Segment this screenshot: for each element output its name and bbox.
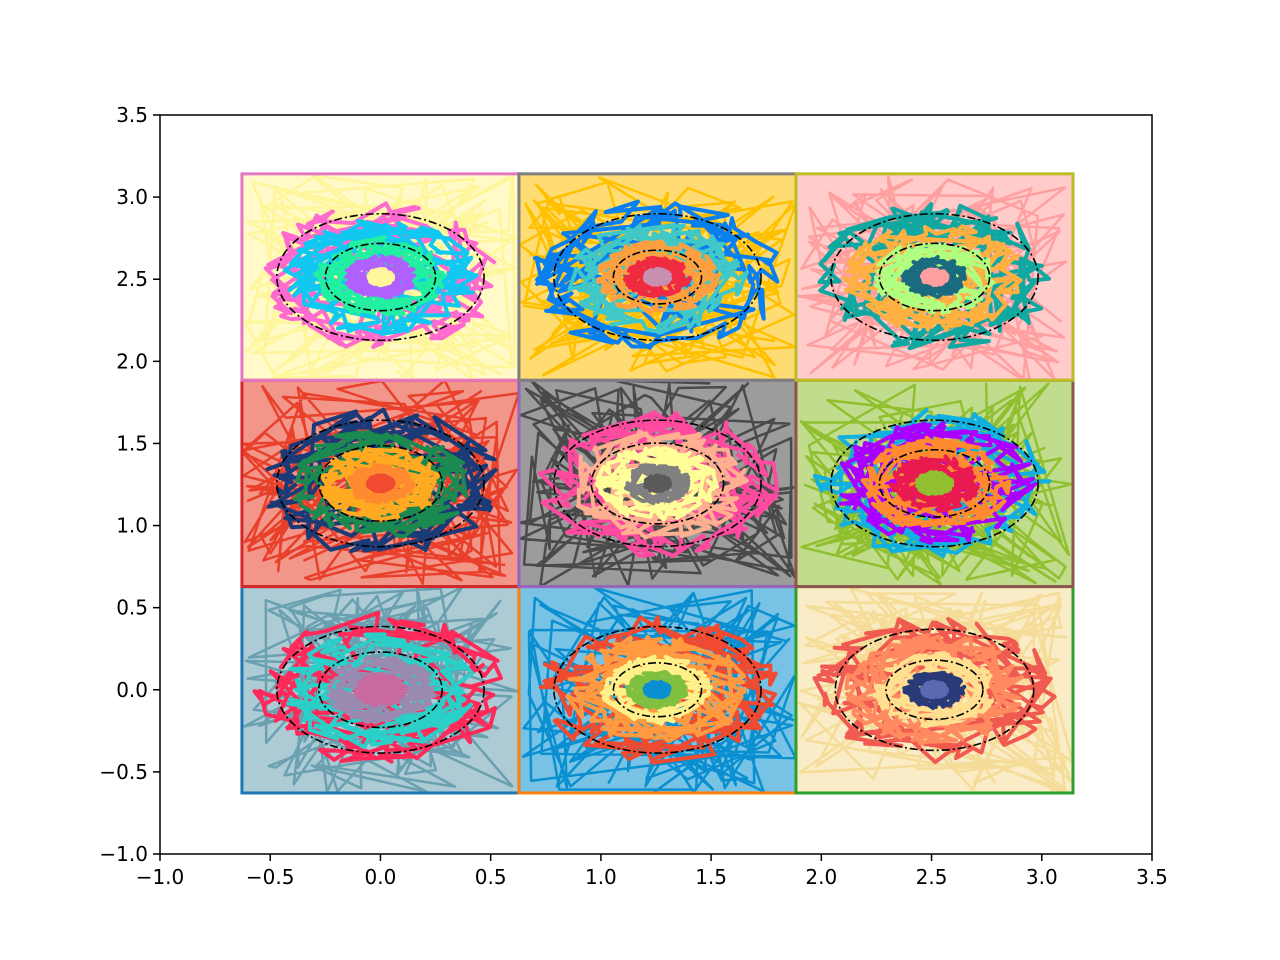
dashed-reference-ring bbox=[612, 249, 703, 305]
ring-series bbox=[844, 633, 1025, 746]
dashed-reference-ring bbox=[878, 242, 991, 312]
ring-series bbox=[538, 615, 778, 765]
cell-1-0 bbox=[240, 378, 521, 589]
ring-series bbox=[872, 651, 995, 729]
cell-border bbox=[794, 172, 1075, 382]
dashed-reference-ring bbox=[317, 651, 443, 729]
dashed-reference-ring bbox=[553, 212, 762, 342]
ring-series bbox=[902, 670, 967, 710]
x-axis: −1.0 −0.5 0.0 0.5 1.0 1.5 2.0 2.5 3.0 3.5 bbox=[136, 854, 1168, 889]
ring-series bbox=[366, 267, 396, 288]
y-tick-label: 3.0 bbox=[116, 185, 148, 209]
x-tick-label: 0.0 bbox=[365, 865, 397, 889]
y-axis: −1.0 −0.5 0.0 0.5 1.0 1.5 2.0 2.5 3.0 3.5 bbox=[99, 103, 160, 866]
axes-frame bbox=[159, 114, 1153, 855]
ring-series bbox=[286, 632, 475, 750]
cell-1-2 bbox=[794, 378, 1075, 589]
dashed-reference-ring bbox=[612, 662, 703, 718]
dashed-reference-ring bbox=[276, 212, 485, 342]
ring-series bbox=[874, 242, 996, 315]
x-tick-label: 1.5 bbox=[695, 865, 727, 889]
ring-series bbox=[265, 407, 498, 554]
ring-series bbox=[888, 454, 980, 513]
x-tick-label: 2.5 bbox=[916, 865, 948, 889]
y-tick-label: −1.0 bbox=[99, 842, 148, 866]
dashed-reference-ring bbox=[317, 444, 443, 522]
y-tick-label: 2.0 bbox=[116, 349, 148, 373]
ring-series bbox=[919, 267, 950, 288]
dashed-reference-ring bbox=[590, 442, 725, 525]
ring-series bbox=[643, 473, 672, 494]
ring-series bbox=[365, 473, 396, 494]
x-tick-label: 2.0 bbox=[805, 865, 837, 889]
ring-series bbox=[623, 463, 691, 506]
cell-2-0 bbox=[240, 172, 521, 382]
y-tick-label: 1.0 bbox=[116, 514, 148, 538]
cell-0-1 bbox=[517, 585, 798, 795]
ring-series bbox=[596, 239, 721, 316]
ring-series bbox=[354, 672, 408, 707]
dashed-reference-ring bbox=[834, 628, 1035, 752]
ring-series bbox=[537, 410, 780, 559]
y-tick-label: 3.5 bbox=[116, 103, 148, 127]
y-tick-label: 0.0 bbox=[116, 678, 148, 702]
cell-0-0 bbox=[240, 585, 521, 795]
ring-series bbox=[344, 254, 416, 300]
ring-series bbox=[642, 266, 673, 287]
dashed-reference-ring bbox=[878, 448, 991, 518]
plot-area bbox=[240, 172, 1075, 795]
ring-series bbox=[900, 255, 967, 299]
ring-series bbox=[595, 445, 720, 522]
x-tick-label: 3.5 bbox=[1136, 865, 1168, 889]
cell-1-1 bbox=[517, 378, 798, 589]
dashed-reference-ring bbox=[553, 625, 762, 754]
x-tick-label: −1.0 bbox=[136, 865, 185, 889]
y-tick-label: 1.5 bbox=[116, 431, 148, 455]
dashed-reference-ring bbox=[885, 659, 984, 721]
x-tick-label: −0.5 bbox=[246, 865, 295, 889]
x-tick-label: 1.0 bbox=[585, 865, 617, 889]
dashed-reference-ring bbox=[830, 212, 1039, 342]
dashed-reference-ring bbox=[276, 625, 485, 754]
dashed-reference-ring bbox=[830, 419, 1039, 548]
cell-2-2 bbox=[794, 172, 1075, 382]
dashed-reference-ring bbox=[276, 419, 485, 548]
ring-series bbox=[600, 654, 713, 726]
dashed-reference-ring bbox=[324, 242, 437, 312]
y-tick-label: 0.5 bbox=[116, 596, 148, 620]
ring-series bbox=[915, 470, 955, 497]
ring-series bbox=[642, 679, 672, 700]
ring-series bbox=[920, 679, 950, 700]
y-tick-label: −0.5 bbox=[99, 760, 148, 784]
y-tick-label: 2.5 bbox=[116, 267, 148, 291]
dashed-reference-ring bbox=[553, 419, 762, 548]
x-tick-label: 0.5 bbox=[475, 865, 507, 889]
ring-series bbox=[326, 655, 437, 725]
cell-0-2 bbox=[794, 585, 1075, 795]
x-tick-label: 3.0 bbox=[1026, 865, 1058, 889]
cell-2-1 bbox=[517, 172, 798, 382]
